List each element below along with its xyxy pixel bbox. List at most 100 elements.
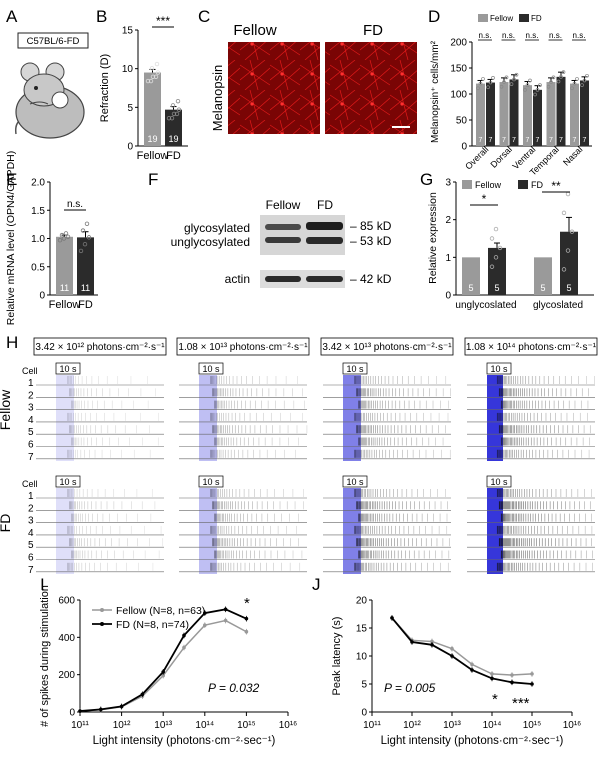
panel-h: H 3.42 × 10¹² photons·cm⁻²·s⁻¹ 1.08 × 10¹… bbox=[0, 333, 598, 576]
b-y-tick-label: 15 bbox=[122, 26, 134, 37]
e-data-point bbox=[59, 232, 65, 238]
j-x-tick-label: 10¹⁶ bbox=[563, 720, 582, 731]
d-data-point bbox=[582, 78, 587, 83]
d-data-point bbox=[546, 84, 551, 89]
i-x-tick-label: 10¹² bbox=[113, 720, 131, 731]
band-fd-53 bbox=[306, 237, 343, 244]
h-cell-label: 5 bbox=[28, 540, 34, 551]
g-data-point bbox=[569, 229, 575, 234]
e-y-tick-label: 1.5 bbox=[31, 206, 45, 217]
d-bar bbox=[533, 89, 542, 146]
band-fd-85 bbox=[306, 222, 343, 230]
h-intensity-box bbox=[320, 337, 454, 356]
b-data-point bbox=[155, 70, 161, 75]
g-y-tick-label: 1 bbox=[445, 253, 451, 264]
j-p-value: P = 0.005 bbox=[384, 681, 436, 695]
b-x-tick-label: Fellow bbox=[137, 150, 169, 162]
d-x-tick-label: Dorsal bbox=[488, 144, 513, 169]
d-y-tick-label: 200 bbox=[450, 38, 467, 49]
melanopsin-label: Melanopsin bbox=[210, 65, 225, 132]
g-bar bbox=[560, 231, 578, 295]
j-x-label: Light intensity (photons·cm⁻²·sec⁻¹) bbox=[381, 735, 564, 747]
i-legend-marker-fd bbox=[100, 622, 104, 626]
b-n-label: 19 bbox=[147, 134, 157, 144]
h-scale-label: 10 s bbox=[346, 364, 364, 374]
d-n-label: 7 bbox=[549, 137, 553, 144]
h-scale-box bbox=[198, 362, 224, 375]
g-data-point bbox=[561, 210, 567, 216]
i-data-point bbox=[161, 673, 165, 678]
g-n-label: 5 bbox=[540, 283, 545, 293]
d-bar bbox=[486, 82, 495, 146]
i-data-point bbox=[98, 707, 103, 712]
h-scale-box bbox=[55, 362, 81, 375]
chart-spikes: 0 200 400 600 10¹¹ 10¹² 10¹³ 10¹⁴ 10¹⁵ 10¹⁶Light … bbox=[39, 585, 297, 747]
h-intensity-label: 3.42 × 10¹³ photons·cm⁻²·s⁻¹ bbox=[322, 342, 452, 353]
d-n-label: 7 bbox=[559, 137, 563, 144]
chart-refraction: 0 5 10 15 Refraction (D) 19 Fellow 19 FD *** bbox=[99, 14, 188, 162]
h-group-label: FD bbox=[0, 514, 13, 533]
g-data-point bbox=[493, 226, 499, 232]
panel-letter-j: J bbox=[312, 575, 321, 594]
h-scale-label: 10 s bbox=[346, 477, 364, 487]
marker-53kd: – 53 kD bbox=[350, 234, 392, 248]
d-bar bbox=[523, 85, 532, 146]
h-scale-label: 10 s bbox=[490, 364, 508, 374]
label-unglycosylated: unglycosylated bbox=[171, 235, 250, 249]
panel-e: E 0 0.5 1.0 1.5 2.0 Relative mRNA level (OPN4… bbox=[5, 151, 98, 325]
i-p-value: P = 0.032 bbox=[208, 681, 260, 695]
b-data-point bbox=[176, 107, 182, 112]
d-data-point bbox=[575, 77, 579, 81]
b-data-point bbox=[145, 78, 151, 84]
chart-melanopsin-density: 0 50 100 150 200 Melanopsin⁺ cells/mm² Fellow F… bbox=[430, 14, 592, 178]
e-data-point bbox=[80, 228, 86, 233]
e-y-tick-label: 0.5 bbox=[31, 262, 45, 273]
h-scale-label: 10 s bbox=[59, 364, 77, 374]
j-y-label: Peak latency (s) bbox=[331, 617, 343, 696]
j-data-point bbox=[410, 640, 414, 644]
g-bar bbox=[462, 257, 480, 295]
band-fellow-85 bbox=[265, 224, 301, 230]
label-actin: actin bbox=[225, 272, 250, 286]
b-data-point bbox=[169, 115, 175, 121]
i-data-point bbox=[78, 709, 82, 713]
h-stimulus-band bbox=[343, 488, 361, 574]
d-x-tick-label: Overall bbox=[463, 144, 490, 171]
h-scale-label: 10 s bbox=[202, 477, 220, 487]
h-cell-label: 2 bbox=[28, 390, 34, 401]
i-x-label: Light intensity (photons·cm⁻²·sec⁻¹) bbox=[93, 735, 276, 747]
strain-label-box bbox=[17, 32, 89, 49]
b-data-point bbox=[171, 111, 177, 117]
j-data-point bbox=[470, 662, 474, 667]
h-scale-label: 10 s bbox=[490, 477, 508, 487]
g-legend-swatch-fd bbox=[518, 180, 528, 189]
h-group-label: Fellow bbox=[0, 389, 13, 430]
e-bar-fellow bbox=[56, 236, 73, 295]
j-x-tick-label: 10¹³ bbox=[443, 720, 461, 731]
d-n-label: 7 bbox=[526, 137, 530, 144]
d-bar bbox=[476, 83, 485, 146]
d-n-label: 7 bbox=[502, 137, 506, 144]
h-cell-header: Cell bbox=[22, 479, 38, 489]
e-y-tick-label: 1.0 bbox=[31, 234, 45, 245]
h-stimulus-band bbox=[56, 488, 74, 574]
e-data-point bbox=[61, 236, 67, 241]
d-significance: n.s. bbox=[502, 31, 515, 40]
b-data-point bbox=[150, 74, 156, 79]
d-bar bbox=[499, 82, 509, 146]
panel-letter-e: E bbox=[6, 170, 17, 189]
mouse-icon bbox=[14, 62, 85, 139]
g-legend-fd: FD bbox=[531, 180, 543, 190]
d-data-point bbox=[512, 77, 516, 82]
j-data-point bbox=[490, 676, 494, 681]
j-y-tick-label: 0 bbox=[361, 708, 367, 719]
j-y-tick-label: 5 bbox=[361, 680, 367, 691]
i-y-tick-label: 400 bbox=[58, 633, 75, 644]
g-data-point bbox=[565, 248, 571, 253]
panel-letter-g: G bbox=[420, 170, 433, 189]
i-data-point bbox=[182, 645, 186, 650]
panel-j: J 0 5 10 15 20 10¹¹ 10¹² 10¹³ 10¹⁴ 10¹⁵ 10¹⁶ Light … bbox=[312, 575, 581, 747]
j-significance: *** bbox=[512, 695, 530, 712]
g-y-tick-label: 3 bbox=[445, 178, 451, 189]
h-stimulus-band bbox=[199, 488, 217, 574]
